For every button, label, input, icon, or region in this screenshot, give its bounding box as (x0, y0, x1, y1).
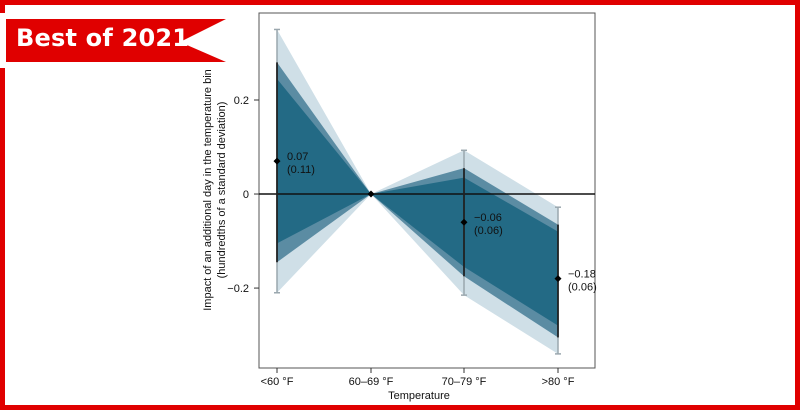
estimate-point-0 (273, 157, 281, 165)
y-axis-label-line1: Impact of an additional day in the tempe… (202, 69, 214, 311)
badge-label: Best of 2021 (16, 24, 190, 52)
estimate-point-1 (367, 190, 375, 198)
value-label-3: −0.18 (568, 269, 596, 281)
se-label-3: (0.06) (568, 282, 597, 294)
badge-shape (0, 13, 245, 68)
y-tick-label-1: 0 (243, 189, 249, 201)
y-tick-label-0: 0.2 (234, 95, 249, 107)
value-label-0: 0.07 (287, 151, 308, 163)
plot-frame (258, 12, 596, 369)
se-label-0: (0.11) (287, 164, 315, 176)
x-axis-label: Temperature (388, 390, 450, 402)
ci-band-90 (277, 78, 558, 326)
estimate-point-2 (460, 218, 468, 226)
x-tick-label-0: <60 °F (261, 376, 294, 388)
y-axis-label-line2: (hundredths of a standard deviation) (216, 102, 228, 279)
best-of-badge: Best of 2021 (0, 0, 245, 68)
se-label-2: (0.06) (474, 225, 503, 237)
estimate-point-3 (554, 275, 562, 283)
y-tick-label-2: −0.2 (227, 283, 249, 295)
x-tick-label-3: >80 °F (542, 376, 575, 388)
value-label-2: −0.06 (474, 212, 502, 224)
x-tick-label-1: 60–69 °F (349, 376, 394, 388)
x-tick-label-2: 70–79 °F (442, 376, 487, 388)
